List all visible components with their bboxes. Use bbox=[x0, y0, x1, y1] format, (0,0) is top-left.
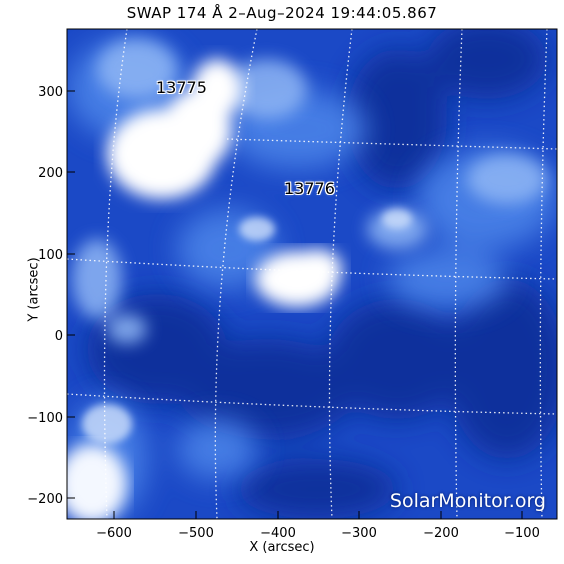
solar-image bbox=[67, 29, 557, 519]
y-axis-label: Y (arcsec) bbox=[26, 257, 42, 322]
y-tick-label: 0 bbox=[55, 329, 63, 344]
x-tick-label: −400 bbox=[260, 526, 296, 541]
x-axis-label: X (arcsec) bbox=[249, 540, 315, 555]
x-tick-label: −500 bbox=[178, 526, 214, 541]
x-ticks bbox=[113, 511, 523, 519]
watermark-text: SolarMonitor.org bbox=[389, 490, 546, 512]
y-tick-label: −200 bbox=[27, 492, 63, 507]
y-tick-label: −100 bbox=[27, 411, 63, 426]
grid-lines bbox=[67, 29, 557, 519]
x-tick-label: −100 bbox=[504, 526, 540, 541]
image-title: SWAP 174 Å 2–Aug–2024 19:44:05.867 bbox=[126, 4, 438, 22]
active-region-label: 13776 bbox=[284, 179, 335, 198]
y-tick-label: 100 bbox=[38, 248, 63, 263]
x-tick-label: −600 bbox=[96, 526, 132, 541]
active-region-label: 13775 bbox=[156, 78, 207, 97]
solar-texture bbox=[67, 29, 557, 519]
y-ticks bbox=[67, 90, 75, 499]
y-tick-label: 200 bbox=[38, 166, 63, 181]
y-tick-label: 300 bbox=[38, 85, 63, 100]
x-tick-label: −300 bbox=[341, 526, 377, 541]
x-tick-label: −200 bbox=[423, 526, 459, 541]
